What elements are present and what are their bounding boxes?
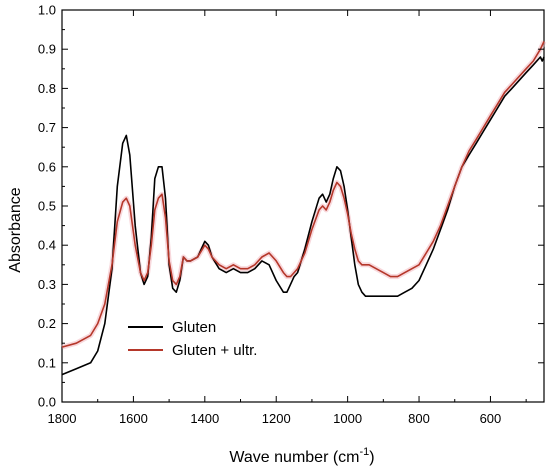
x-tick-label: 600 [480,411,502,426]
y-tick-label: 0.1 [38,355,56,370]
x-tick-label: 1400 [190,411,219,426]
series-gluten-ultr-line [61,41,545,348]
x-tick-label: 1800 [48,411,77,426]
y-tick-label: 0.4 [38,238,56,253]
x-axis-title: Wave number (cm-1) [229,446,374,466]
y-tick-label: 0.8 [38,81,56,96]
x-tick-label: 800 [408,411,430,426]
y-tick-label: 0.9 [38,42,56,57]
legend-label-gluten-ultr: Gluten + ultr. [172,342,257,359]
y-tick-label: 0.2 [38,316,56,331]
y-tick-label: 0.5 [38,199,56,214]
legend-label-gluten: Gluten [172,319,216,336]
y-axis-title: Absorbance [7,187,24,272]
series-layer [61,40,547,376]
x-tick-label: 1600 [119,411,148,426]
ticks-layer: 0.0 0.1 0.2 0.3 0.4 0.5 0.6 0.7 0.8 0.9 1.0 1800 160… [38,3,544,426]
y-tick-label: 1.0 [38,3,56,18]
series-halo [61,40,547,350]
x-axis-title-superscript: -1 [360,446,370,458]
x-tick-label: 1200 [262,411,291,426]
y-tick-label: 0.0 [38,395,56,410]
y-tick-label: 0.7 [38,120,56,135]
y-tick-label: 0.6 [38,159,56,174]
y-tick-label: 0.3 [38,277,56,292]
x-tick-label: 1000 [333,411,362,426]
legend: Gluten Gluten + ultr. [128,319,257,359]
